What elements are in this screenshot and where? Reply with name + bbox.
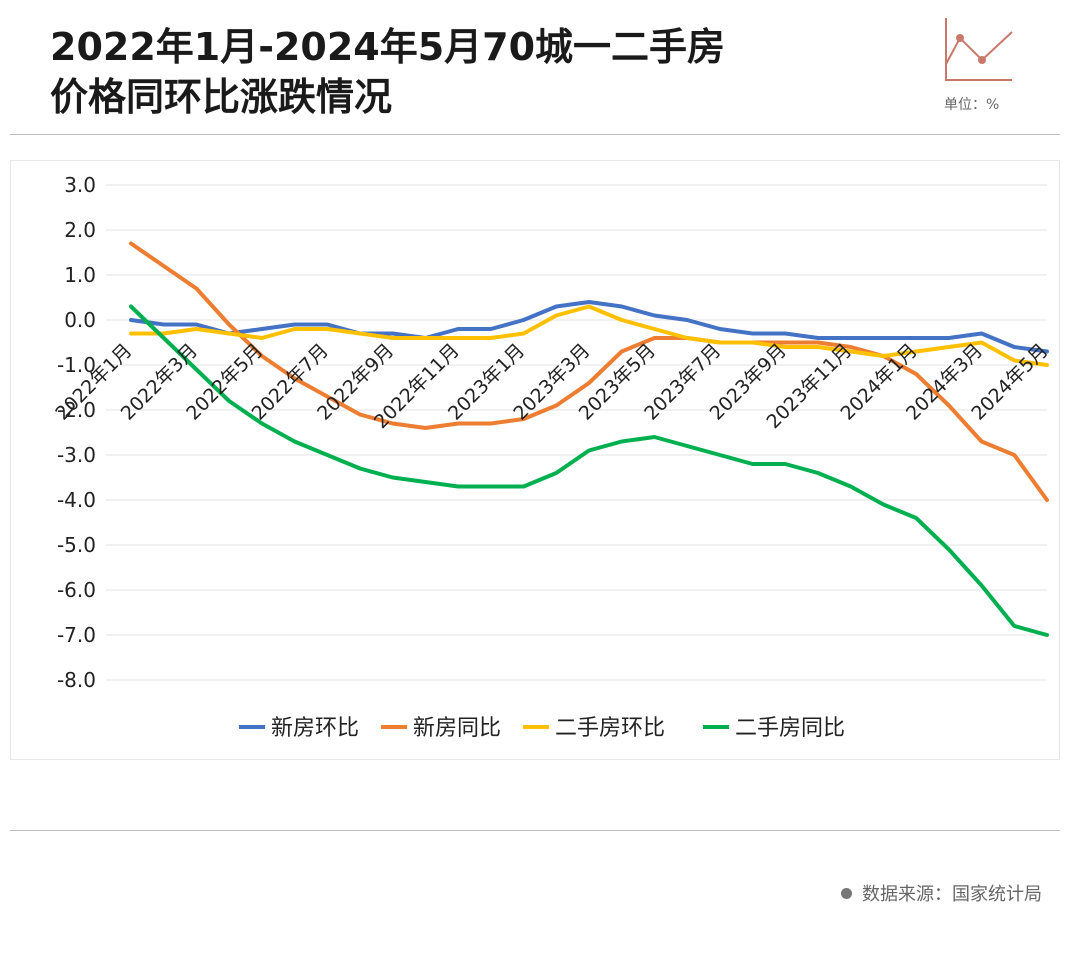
legend-label: 新房同比	[413, 716, 501, 741]
y-tick-label: -3.0	[57, 443, 96, 467]
top-divider	[10, 134, 1060, 135]
y-tick-label: -2.0	[57, 398, 96, 422]
line-chart-icon	[945, 18, 1013, 81]
bullet-icon	[841, 887, 852, 899]
y-tick-label: 1.0	[64, 263, 96, 287]
y-tick-label: -8.0	[57, 668, 96, 692]
chart-title-line-2: 价格同环比涨跌情况	[50, 75, 393, 119]
series-line	[129, 241, 1049, 502]
y-tick-label: -1.0	[57, 353, 96, 377]
source-text: 数据来源：国家统计局	[862, 884, 1042, 905]
y-tick-label: -4.0	[57, 488, 96, 512]
series-line	[129, 304, 1049, 367]
line-chart: 3.0 2.0 1.0 0.0 -1.0 -2.0 -3.0 -4.0 -5.0 -6.0 -7.0…	[51, 173, 1052, 741]
unit-label: 单位：%	[944, 97, 1000, 113]
chart-title-line-1: 2022年1月-2024年5月70城一二手房	[50, 25, 726, 69]
bottom-divider	[10, 830, 1060, 831]
series-line	[129, 300, 1049, 354]
y-tick-label: -6.0	[57, 578, 96, 602]
y-tick-label: 3.0	[64, 173, 96, 197]
data-source: 数据来源：国家统计局	[841, 880, 1042, 906]
y-tick-label: -5.0	[57, 533, 96, 557]
chart-area: 3.0 2.0 1.0 0.0 -1.0 -2.0 -3.0 -4.0 -5.0 -6.0 -7.0…	[10, 160, 1060, 760]
y-tick-label: 0.0	[64, 308, 96, 332]
series-line	[129, 304, 1049, 637]
legend-label: 二手房同比	[735, 716, 845, 741]
y-tick-label: -7.0	[57, 623, 96, 647]
legend-label: 二手房环比	[555, 716, 665, 741]
y-tick-label: 2.0	[64, 218, 96, 242]
legend-label: 新房环比	[271, 716, 359, 741]
chart-title: 2022年1月-2024年5月70城一二手房 价格同环比涨跌情况	[50, 22, 725, 122]
